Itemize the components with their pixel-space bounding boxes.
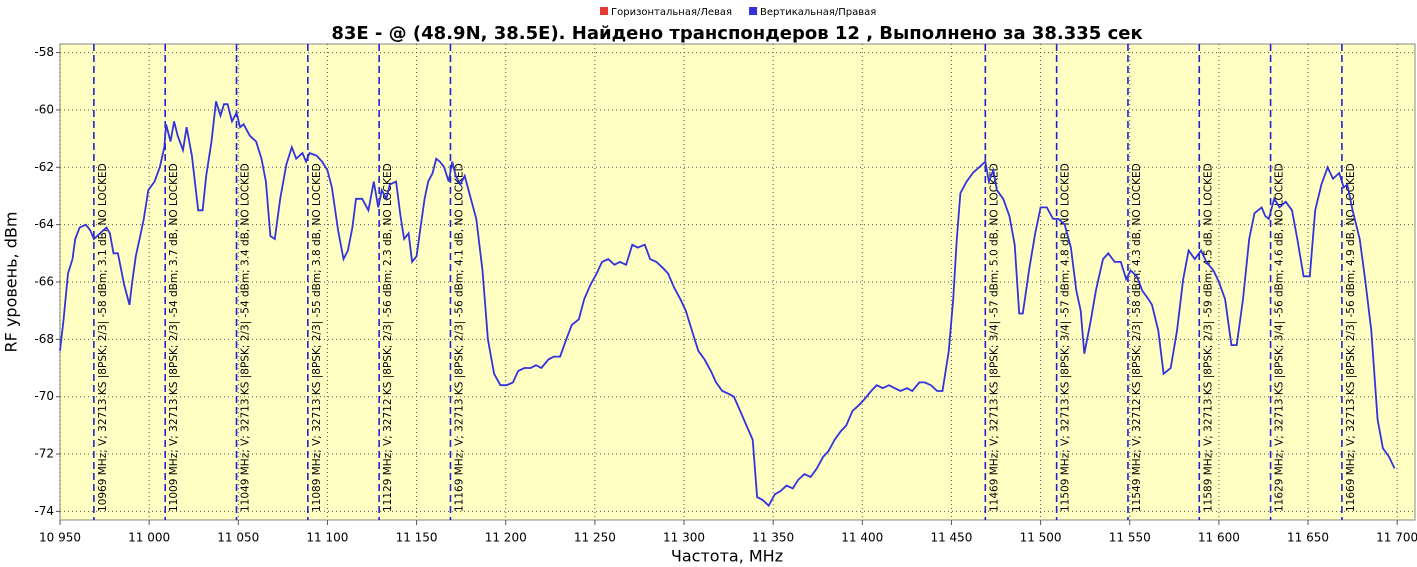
- transponder-label: 11509 MHz; V; 32713 KS |8PSK; 3/4| -57 d…: [1060, 163, 1072, 512]
- x-tick-label: 11 200: [485, 531, 527, 545]
- x-tick-label: 11 150: [396, 531, 438, 545]
- x-tick-label: 11 000: [128, 531, 170, 545]
- x-tick-label: 11 550: [1109, 531, 1151, 545]
- x-tick-label: 11 650: [1287, 531, 1329, 545]
- x-tick-label: 11 450: [930, 531, 972, 545]
- x-tick-label: 11 250: [574, 531, 616, 545]
- x-tick-label: 11 100: [306, 531, 348, 545]
- y-tick-label: -64: [34, 217, 54, 231]
- legend-label: Горизонтальная/Левая: [611, 7, 732, 18]
- y-tick-label: -58: [34, 45, 54, 59]
- transponder-label: 11169 MHz; V; 32713 KS |8PSK; 2/3| -56 d…: [453, 163, 465, 512]
- x-tick-label: 11 350: [752, 531, 794, 545]
- transponder-label: 10969 MHz; V; 32713 KS |8PSK; 2/3| -58 d…: [97, 163, 109, 512]
- plot-area: [59, 43, 1416, 521]
- transponder-label: 11589 MHz; V; 32713 KS |8PSK; 2/3| -59 d…: [1202, 163, 1214, 512]
- y-axis-label: RF уровень, dBm: [2, 212, 21, 353]
- y-tick-label: -68: [34, 332, 54, 346]
- x-axis-label: Частота, MHz: [671, 547, 783, 566]
- transponder-label: 11549 MHz; V; 32712 KS |8PSK; 2/3| -58 d…: [1131, 163, 1143, 512]
- x-tick-label: 11 050: [217, 531, 259, 545]
- y-tick-label: -66: [34, 275, 54, 289]
- x-tick-label: 10 950: [39, 531, 81, 545]
- x-tick-label: 11 400: [841, 531, 883, 545]
- transponder-label: 11669 MHz; V; 32713 KS |8PSK; 2/3| -56 d…: [1345, 163, 1357, 512]
- legend-label: Вертикальная/Правая: [760, 7, 876, 18]
- transponder-label: 11049 MHz; V; 32713 KS |8PSK; 2/3| -54 d…: [240, 163, 252, 512]
- legend-swatch: [749, 7, 758, 15]
- x-tick-label: 11 700: [1376, 531, 1417, 545]
- y-tick-label: -70: [34, 389, 54, 403]
- legend-swatch: [600, 7, 608, 15]
- transponder-label: 11009 MHz; V; 32713 KS |8PSK; 2/3| -54 d…: [168, 163, 180, 512]
- y-tick-label: -74: [34, 504, 54, 518]
- y-tick-label: -62: [34, 160, 54, 174]
- y-tick-label: -72: [34, 447, 54, 461]
- x-tick-label: 11 500: [1020, 531, 1062, 545]
- y-tick-label: -60: [34, 102, 54, 116]
- chart-title: 83E - @ (48.9N, 38.5E). Найдено транспон…: [331, 23, 1142, 44]
- transponder-label: 11089 MHz; V; 32713 KS |8PSK; 2/3| -55 d…: [311, 163, 323, 512]
- transponder-label: 11469 MHz; V; 32713 KS |8PSK; 3/4| -57 d…: [988, 163, 1000, 512]
- x-tick-label: 11 300: [663, 531, 705, 545]
- transponder-label: 11629 MHz; V; 32713 KS |8PSK; 3/4| -56 d…: [1274, 163, 1286, 512]
- x-tick-label: 11 600: [1198, 531, 1240, 545]
- series-line: [59, 101, 1396, 508]
- transponder-label: 11129 MHz; V; 32712 KS |8PSK; 2/3| -56 d…: [382, 163, 394, 512]
